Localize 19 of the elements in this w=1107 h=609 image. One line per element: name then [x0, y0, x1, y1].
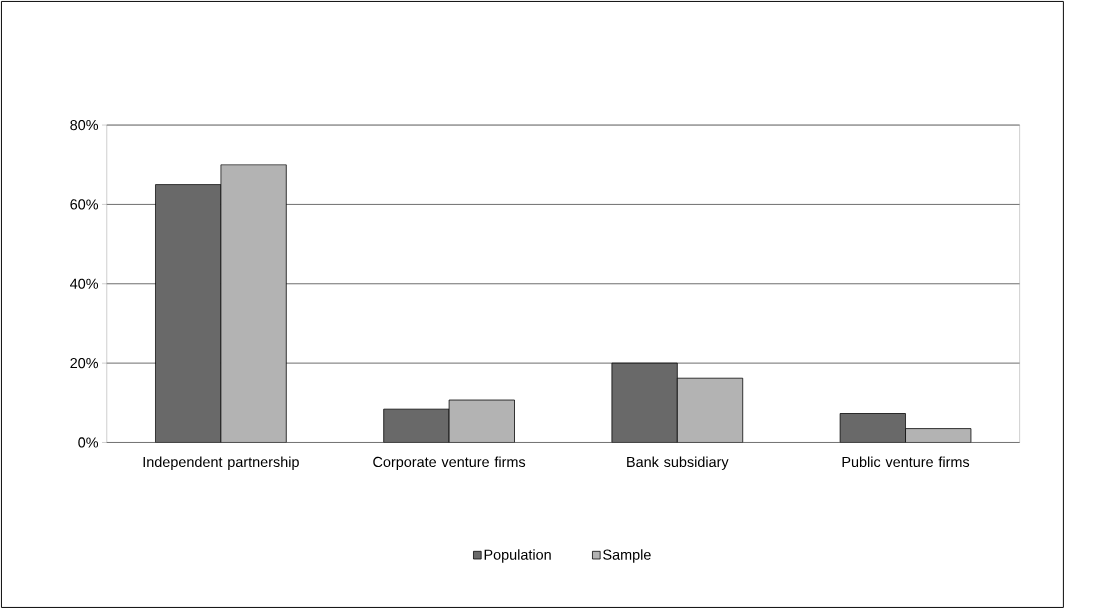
y-tick-label: 20%: [70, 358, 99, 369]
x-tick-label: Public venture firms: [842, 456, 970, 468]
legend-label: Population: [484, 549, 551, 563]
bar: [383, 408, 450, 443]
bar: [839, 413, 906, 443]
y-tick-label: 60%: [70, 199, 99, 210]
x-tick-label: Corporate venture firms: [373, 456, 526, 470]
x-tick-label: Bank subsidiary: [627, 456, 729, 470]
bar: [448, 399, 515, 443]
x-tick-label: Independent partnership: [143, 456, 299, 470]
bar: [676, 377, 744, 443]
bar: [905, 428, 972, 443]
y-tick-label: 0%: [78, 437, 99, 448]
bar: [220, 164, 287, 443]
bar: [611, 362, 678, 443]
legend-label: Sample: [603, 549, 651, 563]
bar: [155, 184, 222, 443]
y-tick-label: 40%: [70, 278, 99, 289]
y-tick-label: 80%: [70, 119, 99, 131]
